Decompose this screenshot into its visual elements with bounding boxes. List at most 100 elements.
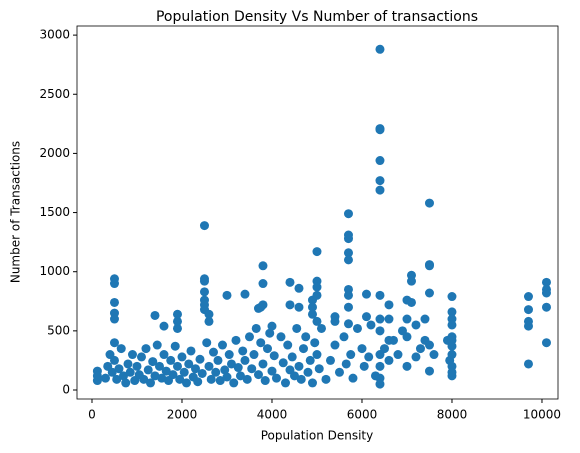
point [116,344,126,354]
point [112,374,122,384]
point [541,288,551,298]
point [107,367,117,377]
point [424,340,434,350]
x-tick-label: 8000 [437,408,468,422]
point [361,289,371,299]
point [303,367,313,377]
point [316,323,326,333]
point [136,352,146,362]
point [175,374,185,384]
point [307,309,317,319]
point [285,300,295,310]
point [211,367,221,377]
point [330,340,340,350]
point [109,279,119,289]
point [193,377,203,387]
point [161,366,171,376]
point [343,302,353,312]
point [343,248,353,258]
point [240,289,250,299]
point [424,198,434,208]
point [375,290,385,300]
point [278,358,288,368]
point [238,346,248,356]
point [251,323,261,333]
x-tick-label: 10000 [523,408,561,422]
point [325,355,335,365]
point [233,363,243,373]
point [229,378,239,388]
point [152,340,162,350]
point [447,367,457,377]
point [541,277,551,287]
point [402,314,412,324]
point [150,310,160,320]
point [523,292,533,302]
point [312,290,322,300]
point [375,185,385,195]
point [415,344,425,354]
point [217,340,227,350]
point [375,361,385,371]
point [150,371,160,381]
point [285,277,295,287]
point [202,338,212,348]
point [384,335,394,345]
point [307,378,317,388]
point [310,338,320,348]
point [208,347,218,357]
point [366,320,376,330]
point [375,350,385,360]
point [213,355,223,365]
point [100,373,110,383]
point [296,374,306,384]
point [447,341,457,351]
point [424,366,434,376]
point [339,332,349,342]
point [247,364,257,374]
point [253,370,263,380]
point [375,125,385,135]
y-axis-label: Number of Transactions [9,141,23,283]
point [172,309,182,319]
point [199,221,209,231]
point [341,359,351,369]
point [256,338,266,348]
point [231,335,241,345]
point [384,300,394,310]
point [145,378,155,388]
x-tick-label: 2000 [167,408,198,422]
point [143,365,153,375]
point [220,365,230,375]
chart-title: Population Density Vs Number of transact… [156,9,478,25]
point [343,319,353,329]
point [186,346,196,356]
point [361,312,371,322]
point [109,338,119,348]
point [523,305,533,315]
point [195,354,205,364]
point [258,261,268,271]
point [166,355,176,365]
point [411,320,421,330]
point [199,276,209,286]
point [541,338,551,348]
point [447,307,457,317]
point [375,379,385,389]
point [292,323,302,333]
point [289,371,299,381]
point [330,312,340,322]
point [265,328,275,338]
point [154,361,164,371]
point [258,279,268,289]
point [271,373,281,383]
point [118,371,128,381]
y-tick-label: 500 [47,323,70,337]
point [343,255,353,265]
point [352,323,362,333]
point [411,352,421,362]
point [298,344,308,354]
y-tick-label: 3000 [39,28,70,42]
point [343,209,353,219]
